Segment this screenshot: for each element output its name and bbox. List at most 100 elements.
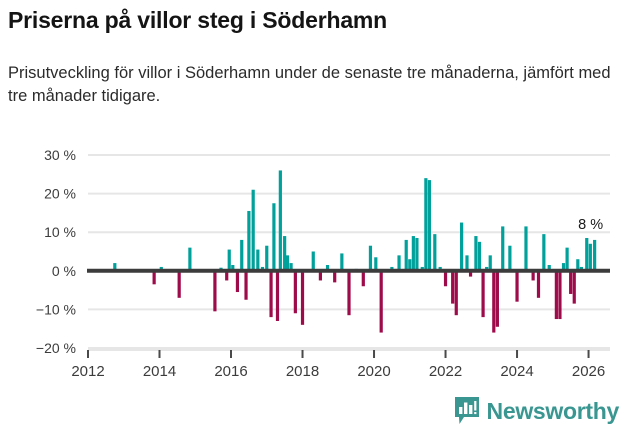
bar-chart-speech-bubble-icon: [454, 397, 479, 424]
bar: [265, 245, 269, 271]
last-value-label: 8 %: [578, 217, 603, 233]
bar: [251, 189, 255, 271]
y-axis-tick-label: 20 %: [44, 186, 76, 202]
bar: [443, 270, 448, 287]
y-axis-tick-label: −10 %: [36, 301, 76, 317]
bar: [311, 251, 315, 271]
bar: [565, 247, 569, 271]
bar: [547, 265, 551, 271]
bar: [572, 270, 576, 304]
bar: [427, 180, 432, 271]
y-axis-tick-label: −20 %: [36, 340, 76, 356]
bar: [300, 270, 305, 325]
x-axis-tick-label: 2024: [500, 363, 533, 380]
bar: [554, 270, 558, 320]
bar: [285, 255, 290, 271]
bar: [451, 270, 455, 304]
bar: [481, 270, 485, 318]
bar: [561, 263, 566, 271]
bar: [588, 243, 592, 271]
bar: [542, 234, 546, 271]
bar: [408, 259, 412, 271]
bar: [558, 270, 562, 320]
newsworthy-wordmark: Newsworthy: [486, 397, 620, 424]
bar: [240, 239, 244, 271]
gridlines-group: [88, 154, 610, 349]
bar: [460, 222, 464, 271]
bar: [293, 270, 297, 314]
bar: [374, 257, 378, 271]
bar: [256, 249, 260, 271]
bar: [585, 237, 589, 271]
bar: [188, 247, 192, 271]
bar: [515, 270, 519, 302]
bar: [433, 234, 437, 271]
page-title: Priserna på villor steg i Söderhamn: [8, 7, 388, 33]
y-axis-labels-group: 30 % 20 % 10 % 0 % −10 % −20 %: [36, 147, 76, 356]
bar: [247, 210, 251, 271]
bar: [379, 270, 383, 333]
bar: [524, 226, 528, 271]
bar: [492, 270, 496, 333]
bar: [231, 265, 235, 271]
bar: [488, 255, 492, 271]
newsworthy-logo[interactable]: Newsworthy: [454, 396, 619, 426]
chart-svg: 30 %20 %10 %0 %−10 %−20 % 2012 2014 2016 20…: [36, 147, 610, 380]
bar: [361, 270, 365, 287]
bar: [283, 236, 287, 271]
x-axis-tick-label: 2016: [214, 363, 247, 380]
bar: [235, 270, 240, 293]
bar: [576, 259, 580, 271]
x-axis-tick-label: 2026: [572, 363, 605, 380]
bar: [278, 170, 282, 271]
bar: [569, 270, 573, 294]
bar: [593, 239, 597, 271]
y-axis-tick-label: 10 %: [44, 224, 76, 240]
bar: [465, 255, 469, 271]
bar: [508, 245, 512, 271]
bar: [318, 270, 322, 281]
bar: [333, 270, 337, 283]
annotations-group: 8 %: [578, 217, 603, 233]
bar: [368, 245, 373, 271]
bar: [272, 203, 276, 271]
y-axis-tick-label: 30 %: [44, 147, 76, 163]
bar: [404, 239, 408, 271]
bar: [474, 236, 478, 271]
bars-group: [113, 170, 597, 333]
bar: [275, 270, 280, 321]
x-axis-tick-label: 2014: [143, 363, 176, 380]
bar: [113, 263, 117, 271]
bar: [531, 270, 535, 281]
bar: [536, 270, 541, 298]
bar: [152, 270, 156, 285]
bar: [477, 241, 482, 271]
bar: [424, 178, 428, 271]
page-subtitle: Prisutveckling för villor i Söderhamn un…: [8, 64, 611, 106]
bar: [468, 270, 473, 277]
x-axis-labels-group: 2012 2014 2016 2018 2020 2022 2024 2026: [71, 349, 610, 380]
bar: [225, 270, 229, 281]
bar: [347, 270, 351, 316]
bar: [227, 249, 231, 271]
x-axis-tick-label: 2020: [357, 363, 390, 380]
bar: [244, 270, 248, 300]
bar: [415, 237, 419, 271]
x-axis-tick-label: 2018: [286, 363, 319, 380]
bar: [411, 236, 415, 271]
chart-footer: Newsworthy: [0, 392, 631, 439]
bar: [397, 255, 401, 271]
bar-chart: 30 % 20 % 10 % 0 % −10 % −20 % 2012 2014 2016 20…: [0, 140, 631, 390]
bar: [213, 270, 217, 312]
bar: [454, 270, 458, 316]
bar: [289, 263, 293, 271]
x-axis-tick-label: 2012: [71, 363, 104, 380]
bar: [340, 253, 344, 271]
bar: [495, 270, 499, 327]
bar: [325, 265, 330, 271]
bar: [501, 226, 505, 271]
y-axis-tick-label: 0 %: [52, 263, 76, 279]
bar: [177, 270, 181, 298]
x-axis-tick-label: 2022: [429, 363, 462, 380]
